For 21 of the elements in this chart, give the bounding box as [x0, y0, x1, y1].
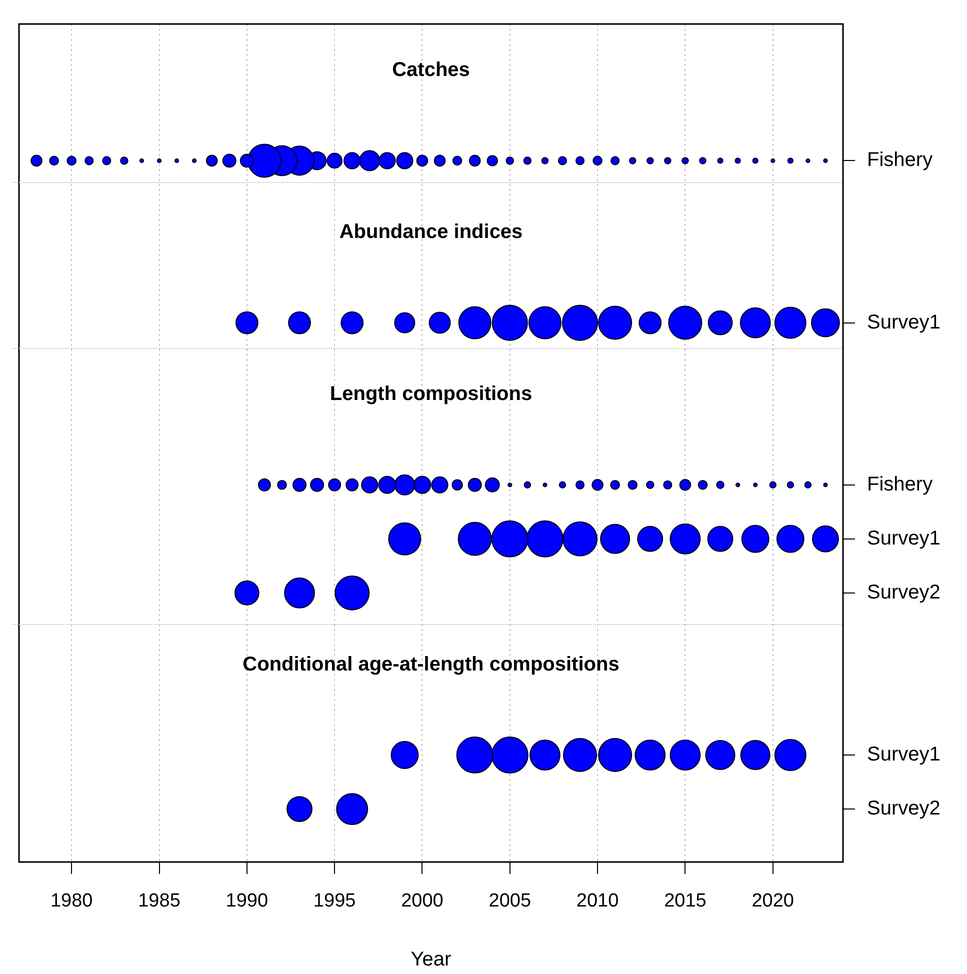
- y-tick-label: Survey1: [867, 527, 940, 550]
- x-tick-label: 2010: [576, 890, 619, 912]
- y-tick-label: Survey1: [867, 744, 940, 766]
- annotation: Abundance indices: [339, 221, 523, 244]
- x-tick-label: 1990: [226, 890, 268, 912]
- x-tick-label: 2005: [488, 890, 532, 912]
- annotation: Length compositions: [330, 383, 532, 406]
- text: Catches: [392, 58, 470, 81]
- y-tick-label: Fishery: [867, 149, 933, 172]
- x-tick-label: 2015: [664, 890, 706, 912]
- x-tick-label: 2020: [752, 890, 794, 912]
- x-tick-label: 2000: [401, 890, 444, 912]
- y-tick-label: Survey2: [867, 581, 940, 604]
- y-tick-label: Survey1: [867, 311, 940, 334]
- x-tick-label: 1980: [50, 890, 93, 912]
- x-tick-label: 1995: [313, 890, 356, 912]
- y-tick-label: Survey2: [867, 798, 940, 820]
- x-axis-title: Year: [410, 948, 452, 971]
- y-tick-label: Fishery: [867, 473, 933, 496]
- x-tick-label: 1985: [138, 890, 180, 912]
- annotation: Conditional age-at-length compositions: [242, 653, 620, 676]
